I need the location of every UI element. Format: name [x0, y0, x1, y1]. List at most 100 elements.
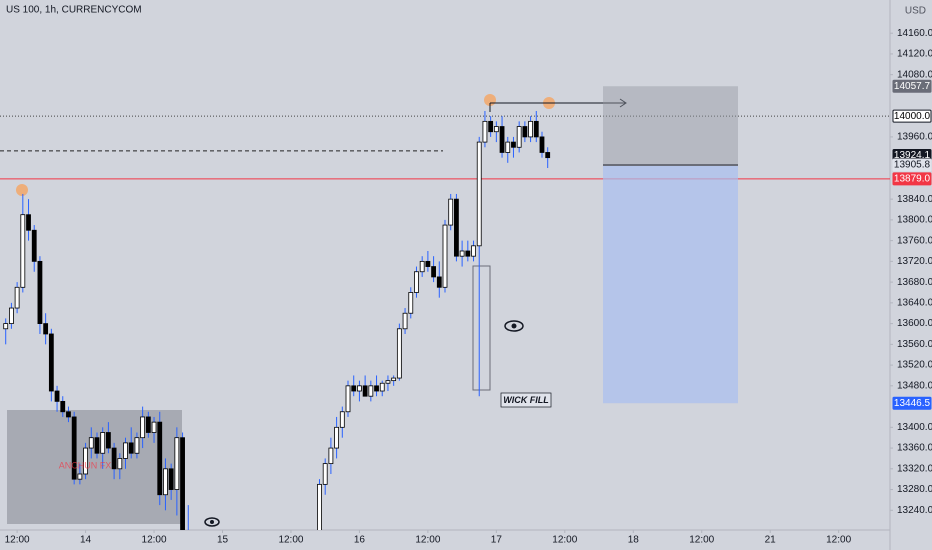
candle-body — [488, 120, 494, 133]
candle-body — [43, 323, 49, 335]
candle-body — [374, 385, 379, 392]
candle-body — [157, 421, 163, 496]
price-badge — [892, 79, 932, 93]
x-tick-label: 12:00 — [5, 535, 30, 546]
candle-body — [368, 385, 374, 397]
candle-body — [111, 447, 117, 470]
candle-body — [362, 385, 368, 397]
candle-body — [151, 421, 157, 433]
y-tick-label: 13400.0 — [897, 422, 932, 433]
candle-body — [493, 126, 499, 133]
candle-body — [20, 214, 26, 288]
price-badge-label: 14057.7 — [894, 81, 931, 92]
x-tick-label: 12:00 — [826, 535, 851, 546]
candle-body — [334, 426, 340, 449]
candle-body — [454, 198, 459, 257]
candle-body — [425, 260, 431, 267]
candle-body — [66, 411, 71, 418]
y-tick-label: 13560.0 — [897, 339, 932, 350]
candle-body — [37, 260, 43, 325]
price-badge-label: 13446.5 — [894, 398, 931, 409]
candle-body — [357, 385, 362, 392]
candle-body — [123, 442, 128, 459]
candle-body — [48, 333, 54, 392]
candle-body — [448, 198, 454, 226]
x-tick-label: 12:00 — [552, 535, 577, 546]
price-badge-label: 13879.0 — [894, 174, 931, 185]
drawings — [0, 86, 890, 524]
watermark: ANCHUN FX — [59, 460, 112, 470]
y-tick-label: 13840.0 — [897, 194, 932, 205]
candle-body — [322, 463, 328, 485]
candle-body — [414, 271, 419, 293]
y-tick-label: 13720.0 — [897, 256, 932, 267]
candle-body — [499, 126, 505, 153]
candle-body — [528, 120, 533, 138]
candle-body — [505, 141, 511, 153]
candle-body — [94, 437, 100, 454]
target-zone — [603, 86, 738, 166]
candle-body — [471, 245, 476, 257]
annotation: WICK FILL — [503, 395, 549, 405]
y-tick-label: 13640.0 — [897, 297, 932, 308]
x-tick-label: 12:00 — [689, 535, 714, 546]
x-tick-label: 12:00 — [278, 535, 303, 546]
x-tick-label: 21 — [765, 535, 777, 546]
annotation-box — [500, 392, 552, 408]
candle-body — [436, 276, 442, 288]
y-tick-label: 13960.0 — [897, 132, 932, 143]
marker — [16, 184, 28, 196]
candle-body — [511, 141, 516, 148]
candle-body — [396, 328, 402, 379]
candle-body — [168, 468, 174, 490]
y-tick-label: 13480.0 — [897, 380, 932, 391]
candle-body — [100, 432, 106, 454]
x-tick-label: 15 — [217, 535, 229, 546]
candle-body — [385, 380, 391, 384]
x-tick-label: 17 — [491, 535, 503, 546]
candle-body — [459, 250, 465, 257]
candle-body — [476, 141, 482, 247]
x-tick-label: 12:00 — [415, 535, 440, 546]
price-badge-label: 13905.8 — [894, 160, 931, 171]
candle-body — [60, 400, 66, 413]
x-tick-label: 12:00 — [142, 535, 167, 546]
candle-body — [83, 447, 88, 475]
y-tick-label: 14080.0 — [897, 69, 932, 80]
candle-body — [26, 214, 31, 231]
candle-body — [339, 411, 345, 428]
price-badge — [892, 172, 932, 186]
wick-fill-box — [472, 265, 491, 391]
candles — [3, 110, 551, 530]
y-tick-label: 13680.0 — [897, 277, 932, 288]
y-tick-label: 13520.0 — [897, 360, 932, 371]
candle-body — [77, 473, 83, 480]
y-tick-label: 13280.0 — [897, 484, 932, 495]
candle-body — [351, 385, 357, 392]
candle-body — [31, 229, 37, 262]
candle-body — [345, 385, 351, 413]
candle-body — [145, 416, 151, 433]
y-tick-label: 13360.0 — [897, 443, 932, 454]
y-tick-label: 13320.0 — [897, 463, 932, 474]
candle-body — [539, 136, 545, 153]
candle-body — [533, 120, 539, 138]
candle-body — [402, 312, 408, 330]
y-tick-label: 13800.0 — [897, 215, 932, 226]
x-tick-label: 16 — [354, 535, 366, 546]
candle-body — [180, 437, 185, 530]
price-badge — [892, 109, 932, 123]
eye-icon — [504, 320, 524, 332]
candle-body — [88, 437, 94, 449]
y-tick-label: 14160.0 — [897, 28, 932, 39]
candle-body — [482, 120, 488, 143]
candle-body — [128, 442, 134, 454]
price-badge — [892, 396, 932, 410]
candle-body — [391, 377, 397, 382]
candle-body — [174, 437, 180, 490]
y-tick-label: 13240.0 — [897, 505, 932, 516]
y-tick-label: 13760.0 — [897, 235, 932, 246]
candle-body — [408, 292, 414, 314]
